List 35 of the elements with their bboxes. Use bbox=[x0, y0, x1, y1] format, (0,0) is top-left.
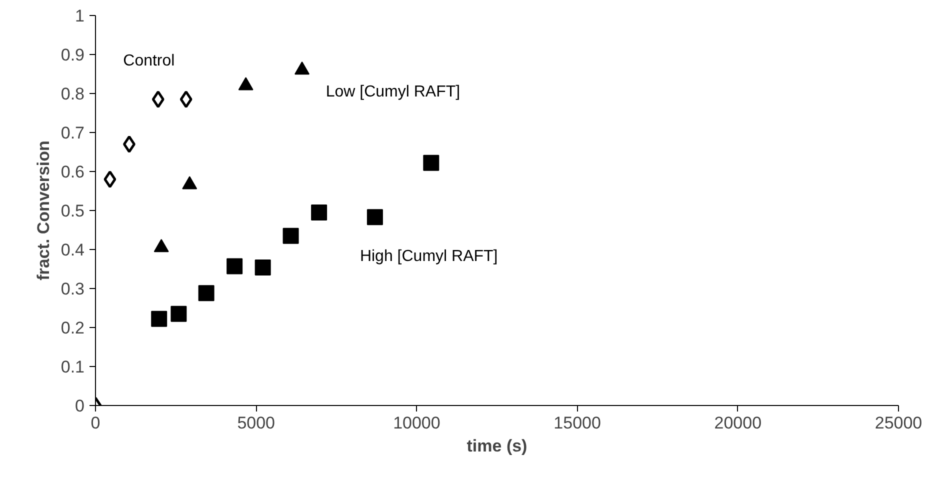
x-tick-label: 20000 bbox=[714, 414, 762, 432]
series-label: Low [Cumyl RAFT] bbox=[326, 84, 460, 101]
point bbox=[282, 228, 299, 244]
point bbox=[180, 90, 192, 108]
x-tick-label: 5000 bbox=[237, 414, 276, 432]
point bbox=[254, 259, 271, 276]
x-tick-label: 15000 bbox=[554, 414, 601, 432]
y-tick-label: 0 bbox=[75, 396, 85, 416]
x-tick-label: 10000 bbox=[393, 414, 440, 432]
y-tick-label: 1 bbox=[75, 6, 85, 26]
x-tick-label: 0 bbox=[90, 414, 100, 432]
series-label: High [Cumyl RAFT] bbox=[360, 248, 498, 266]
y-tick-label: 0.7 bbox=[60, 124, 85, 142]
y-tick-label: 0.5 bbox=[60, 202, 85, 220]
point bbox=[423, 154, 440, 171]
y-axis-title: fract. Conversion bbox=[34, 140, 53, 280]
point bbox=[151, 310, 168, 327]
point bbox=[226, 258, 243, 274]
y-tick-label: 0.1 bbox=[60, 358, 85, 376]
x-axis-title: time (s) bbox=[466, 436, 528, 456]
point bbox=[311, 204, 328, 220]
y-tick-label: 0.4 bbox=[60, 240, 85, 260]
point bbox=[152, 90, 164, 108]
point bbox=[122, 135, 136, 153]
y-tick-label: 0.3 bbox=[60, 280, 85, 298]
y-tick-label: 0.8 bbox=[60, 84, 85, 104]
point bbox=[366, 209, 383, 226]
y-tick-label: 0.2 bbox=[60, 318, 85, 338]
series-label: Control bbox=[123, 52, 175, 70]
point bbox=[170, 306, 187, 322]
point bbox=[198, 285, 214, 302]
y-tick-label: 0.6 bbox=[60, 162, 85, 182]
y-tick-label: 0.9 bbox=[60, 46, 85, 64]
point bbox=[104, 170, 116, 188]
x-tick-label: 25000 bbox=[874, 414, 922, 432]
